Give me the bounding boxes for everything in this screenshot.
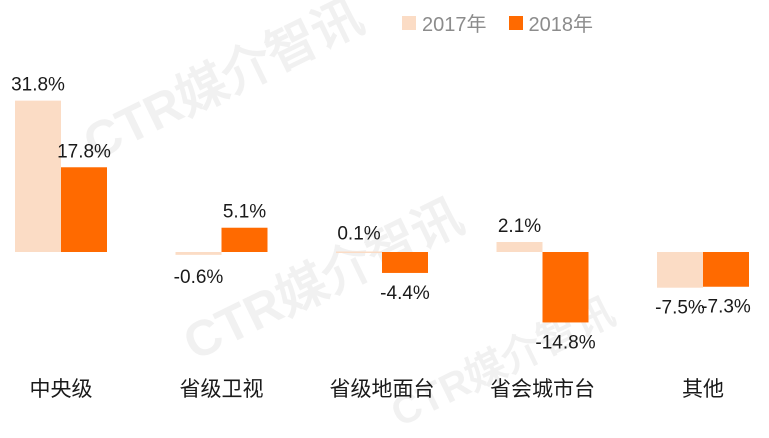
bar-chart: 31.8% 17.8% 中央级 -0.6% 5.1% 省级卫视 0.1% -4.4% 省级地面台… [11,75,751,401]
bar-2018-3 [542,252,589,323]
legend-item-2018: 2018年 [508,8,594,37]
legend-label-2018: 2018年 [528,14,594,36]
legend-label-2017: 2017年 [422,14,487,36]
bar-2017-3 [496,242,543,252]
value-label-2018-0: 17.8% [57,141,111,162]
value-label-2018-4: -7.3% [701,297,751,318]
value-label-2017-3: 2.1% [498,216,541,237]
legend: 2017年 2018年 [402,8,615,37]
bar-2018-4 [703,252,749,287]
bar-2018-0 [61,167,107,252]
category-label-3: 省会城市台 [490,377,595,401]
value-label-2018-1: 5.1% [223,202,266,223]
legend-swatch-2017 [402,15,416,30]
bar-2017-0 [15,100,61,252]
category-label-0: 中央级 [30,377,93,401]
value-label-2017-1: -0.6% [174,267,224,288]
value-label-2017-0: 31.8% [11,75,65,96]
bar-2017-2 [336,251,382,254]
legend-swatch-2018 [508,15,523,30]
value-label-2018-3: -14.8% [535,332,595,353]
legend-item-2017: 2017年 [402,8,487,37]
bar-2017-4 [657,252,703,288]
category-label-1: 省级卫视 [180,377,264,401]
bar-2017-1 [175,252,222,255]
value-label-2017-2: 0.1% [337,224,380,245]
category-label-4: 其他 [682,377,724,401]
category-label-2: 省级地面台 [330,377,435,401]
bar-2018-2 [382,252,428,273]
bar-2018-1 [221,227,268,252]
value-label-2018-2: -4.4% [380,283,430,304]
value-label-2017-4: -7.5% [655,298,705,319]
